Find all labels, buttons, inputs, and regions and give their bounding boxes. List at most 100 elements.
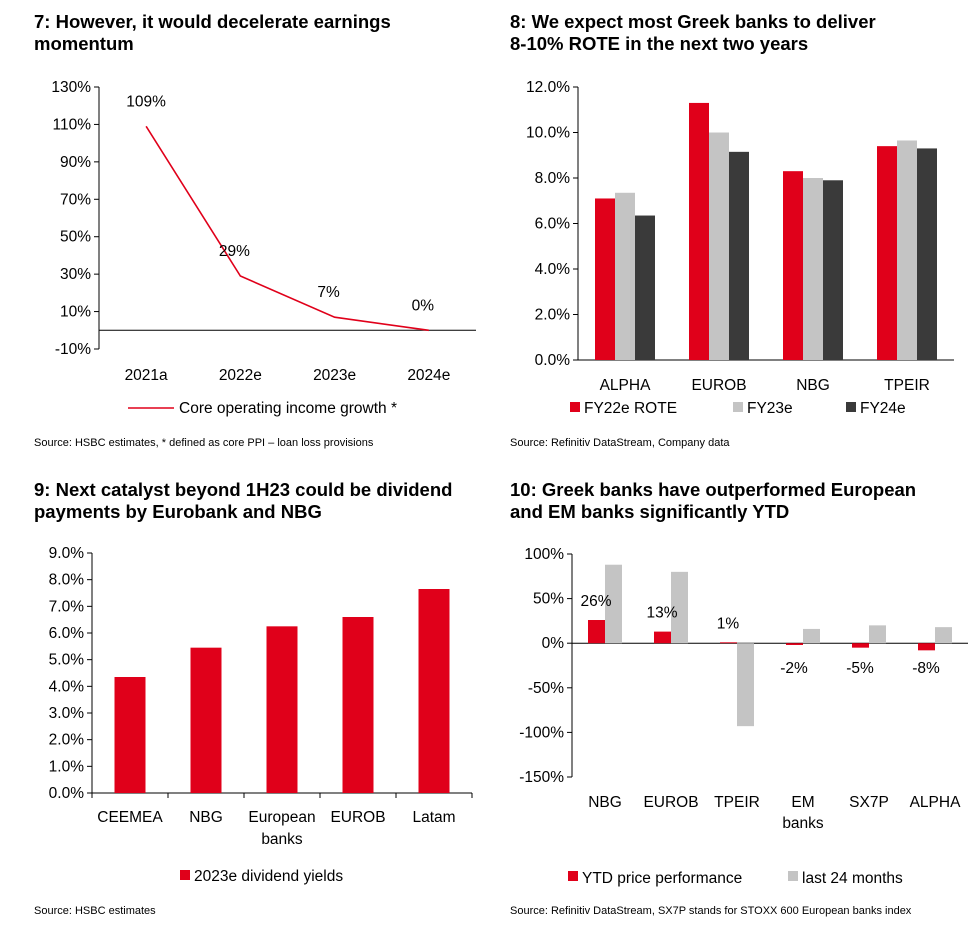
chart9-bar bbox=[418, 589, 450, 793]
chart8-y-tick-label: 6.0% bbox=[535, 216, 571, 233]
chart10-legend-label: YTD price performance bbox=[582, 870, 742, 887]
chart7-title: 7: However, it would decelerate earnings… bbox=[34, 11, 464, 55]
chart7-source: Source: HSBC estimates, * defined as cor… bbox=[34, 437, 374, 449]
chart10-x-tick-label: EM bbox=[791, 794, 814, 811]
chart8-bar bbox=[615, 192, 635, 360]
chart10-x-tick-label: NBG bbox=[588, 794, 622, 811]
chart10-bar bbox=[720, 642, 737, 644]
chart7-y-tick-label: 50% bbox=[60, 229, 91, 246]
chart8-x-tick-label: ALPHA bbox=[600, 377, 651, 394]
chart8-legend-swatch bbox=[733, 402, 743, 412]
chart8-bar bbox=[783, 171, 803, 360]
chart9-y-tick-label: 4.0% bbox=[49, 678, 85, 695]
chart10-bar bbox=[918, 643, 935, 651]
chart8-y-tick-label: 4.0% bbox=[535, 261, 571, 278]
chart7-series-line bbox=[145, 125, 429, 332]
chart8-bar bbox=[877, 146, 897, 360]
chart10-title-line-1: 10: Greek banks have outperformed Europe… bbox=[510, 479, 917, 500]
chart8-y-tick-label: 0.0% bbox=[535, 352, 571, 369]
chart7-y-tick-label: -10% bbox=[55, 341, 91, 358]
chart8-y-tick-label: 10.0% bbox=[526, 125, 570, 142]
chart10-bar bbox=[671, 571, 688, 644]
chart7-x-tick-label: 2021a bbox=[125, 367, 168, 384]
chart10-x-tick-label: ALPHA bbox=[910, 794, 961, 811]
chart7-y-tick-label: 90% bbox=[60, 154, 91, 171]
chart10-x-tick-label: banks bbox=[782, 815, 824, 832]
chart8-x-tick-label: NBG bbox=[796, 377, 830, 394]
chart8-source: Source: Refinitiv DataStream, Company da… bbox=[510, 437, 730, 449]
chart7-y-tick-label: 10% bbox=[60, 304, 91, 321]
chart7-y-tick-label: 130% bbox=[51, 79, 91, 96]
chart8-bar bbox=[803, 178, 823, 360]
chart10-y-tick-label: -50% bbox=[528, 680, 564, 697]
chart9-x-tick-label: CEEMEA bbox=[97, 809, 163, 826]
chart10-source: Source: Refinitiv DataStream, SX7P stand… bbox=[510, 905, 912, 917]
chart10-legend-swatch bbox=[788, 871, 798, 881]
chart8-bar bbox=[729, 151, 749, 360]
chart9-title-line-1: 9: Next catalyst beyond 1H23 could be di… bbox=[34, 479, 453, 500]
chart9-title-line-2: payments by Eurobank and NBG bbox=[34, 501, 322, 522]
chart10-y-tick-label: 0% bbox=[542, 635, 565, 652]
chart10-y-tick-label: 50% bbox=[533, 591, 564, 608]
chart8-bar bbox=[917, 148, 937, 360]
chart10-x-tick-label: TPEIR bbox=[714, 794, 760, 811]
chart7-y-tick-label: 30% bbox=[60, 266, 91, 283]
chart7-legend-label: Core operating income growth * bbox=[179, 400, 397, 417]
chart9-y-tick-label: 7.0% bbox=[49, 598, 85, 615]
chart7-y-tick-label: 70% bbox=[60, 191, 91, 208]
chart10-data-label: -5% bbox=[846, 660, 874, 677]
chart9-y-tick-label: 5.0% bbox=[49, 652, 85, 669]
chart10-bar bbox=[605, 564, 622, 644]
chart8-legend-swatch bbox=[570, 402, 580, 412]
chart7-data-label: 0% bbox=[412, 297, 435, 314]
chart8-x-tick-label: EUROB bbox=[691, 377, 746, 394]
chart9-bar bbox=[266, 626, 298, 793]
chart9-y-tick-label: 0.0% bbox=[49, 785, 85, 802]
chart8-y-tick-label: 12.0% bbox=[526, 79, 570, 96]
chart10-y-tick-label: -150% bbox=[519, 769, 564, 786]
chart9-y-tick-label: 6.0% bbox=[49, 625, 85, 642]
chart9-y-tick-label: 1.0% bbox=[49, 758, 85, 775]
chart10-legend-swatch bbox=[568, 871, 578, 881]
chart7-x-tick-label: 2024e bbox=[407, 367, 450, 384]
chart10-data-label: -2% bbox=[780, 660, 808, 677]
chart7-x-tick-label: 2023e bbox=[313, 367, 356, 384]
chart10-y-tick-label: 100% bbox=[524, 546, 564, 563]
chart9-x-tick-label: EUROB bbox=[330, 809, 385, 826]
chart10-bar bbox=[737, 643, 754, 727]
chart9-bar bbox=[190, 647, 222, 793]
chart8-title-line-1: 8: We expect most Greek banks to deliver bbox=[510, 11, 876, 32]
chart10-data-label: 13% bbox=[646, 605, 677, 622]
chart10-title-line-2: and EM banks significantly YTD bbox=[510, 501, 790, 522]
chart7-data-label: 109% bbox=[126, 93, 166, 110]
chart7-y-tick-label: 110% bbox=[53, 116, 92, 133]
chart9-x-tick-label: NBG bbox=[189, 809, 223, 826]
chart8-title: 8: We expect most Greek banks to deliver… bbox=[510, 11, 960, 55]
chart8-bar bbox=[635, 215, 655, 360]
chart8-legend-swatch bbox=[846, 402, 856, 412]
chart10-bar bbox=[803, 628, 820, 644]
chart9-bar bbox=[114, 677, 146, 793]
chart7-title-line-1: 7: However, it would decelerate earnings bbox=[34, 11, 391, 32]
chart8-y-tick-label: 2.0% bbox=[535, 307, 571, 324]
chart7-data-label: 29% bbox=[219, 243, 250, 260]
chart8-y-tick-label: 8.0% bbox=[535, 170, 571, 187]
chart9-x-tick-label: European bbox=[248, 809, 315, 826]
chart9-y-tick-label: 2.0% bbox=[49, 732, 85, 749]
chart9-y-tick-label: 8.0% bbox=[49, 572, 85, 589]
chart10-data-label: -8% bbox=[912, 660, 940, 677]
chart10-data-label: 1% bbox=[717, 615, 740, 632]
chart9-y-tick-label: 3.0% bbox=[49, 705, 85, 722]
chart8-bar bbox=[595, 198, 615, 360]
chart9-y-tick-label: 9.0% bbox=[49, 545, 85, 562]
chart8-title-line-2: 8-10% ROTE in the next two years bbox=[510, 33, 809, 54]
chart8-bar bbox=[823, 180, 843, 360]
chart7-title-line-2: momentum bbox=[34, 33, 134, 54]
chart10-bar bbox=[869, 625, 886, 644]
chart9-x-tick-label: Latam bbox=[412, 809, 455, 826]
chart10-y-tick-label: -100% bbox=[519, 724, 564, 741]
chart7-line-chart: -10% 10% 30% 50% 70% 90% 110% 130% 109% 29% 7% 0% 20… bbox=[51, 79, 476, 417]
chart9-legend-swatch bbox=[180, 870, 190, 880]
chart8-x-tick-label: TPEIR bbox=[884, 377, 930, 394]
chart9-x-tick-label: banks bbox=[261, 831, 303, 848]
